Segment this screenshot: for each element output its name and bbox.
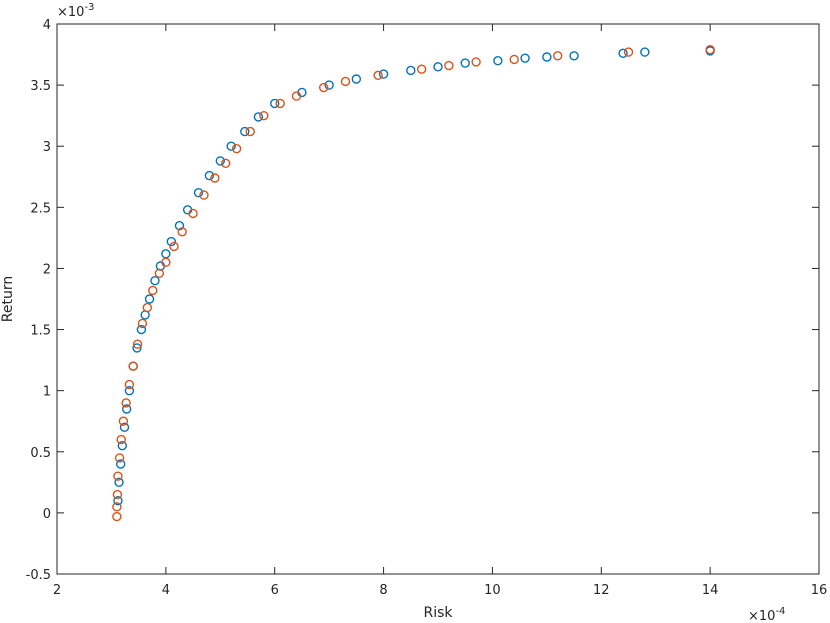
scatter-point [215,156,225,166]
scatter-point [116,434,126,445]
scatter-point [324,80,334,90]
x-tick-label: 14 [702,583,719,598]
scatter-point [161,257,171,268]
scatter-point [275,98,285,109]
scatter-point [118,416,129,426]
scatter-point [340,76,351,87]
scatter-point [373,70,383,81]
y-tick-label: 2 [43,262,51,277]
scatter-point [253,112,264,122]
x-tick-label: 10 [484,583,501,598]
scatter-point [204,170,215,181]
x-tick-label: 16 [811,583,828,598]
scatter-point [351,74,362,84]
scatter-point [166,236,177,247]
scatter-point [259,110,269,121]
scatter-point [705,44,715,55]
multiplier-base: ×10 [57,5,84,20]
scatter-point [112,502,122,512]
scatter-point [115,459,126,469]
scatter-point [114,453,125,463]
scatter-point [124,385,135,396]
scatter-point [121,404,132,414]
scatter-point [113,495,123,506]
scatter-point [319,82,329,93]
scatter-point [270,98,280,109]
y-multiplier: ×10-3 [57,2,94,20]
scatter-point [132,343,142,353]
y-tick-label: 3.5 [30,79,51,94]
scatter-point [433,62,443,72]
x-tick-label: 6 [271,583,279,598]
y-tick-label: 3 [43,140,51,155]
x-multiplier: ×10-4 [748,606,785,623]
y-tick-label: -0.5 [26,568,51,583]
multiplier-exponent: -3 [84,2,94,13]
scatter-point [471,57,481,67]
scatter-point [406,65,416,76]
scatter-point [112,489,123,500]
scatter-point [136,324,147,335]
scatter-point [509,54,519,65]
scatter-point [623,47,634,57]
scatter-point [174,220,185,231]
x-tick-label: 4 [162,583,170,598]
scatter-point [114,477,124,488]
scatter-point [137,318,148,329]
scatter-point [150,275,160,286]
scatter-point [493,55,503,66]
plot-area [56,23,820,575]
scatter-point [226,141,236,151]
scatter-point [640,47,650,57]
multiplier-base: ×10 [748,609,775,623]
scatter-point [460,58,470,68]
x-tick-label: 12 [593,583,610,598]
scatter-point [121,398,131,408]
scatter-point [520,53,530,63]
y-tick-label: 1.5 [30,324,51,339]
y-axis-label: Return [0,276,16,322]
scatter-point [112,511,122,522]
scatter-point [240,126,250,137]
x-axis-label: Risk [423,605,453,621]
scatter-point [416,64,427,74]
scatter-point [542,52,552,62]
y-tick-label: 4 [43,18,51,33]
scatter-point [124,379,135,390]
scatter-point [113,471,123,481]
y-tick-label: 2.5 [30,201,51,216]
y-tick-label: 0 [43,507,51,522]
scatter-point [199,190,209,200]
scatter-point [221,158,231,169]
y-tick-label: 1 [43,385,51,400]
x-tick-label: 2 [53,583,61,598]
scatter-point [245,126,255,137]
scatter-point [154,268,165,279]
x-tick-label: 8 [379,583,387,598]
multiplier-exponent: -4 [775,606,785,617]
scatter-point [291,91,302,101]
scatter-point [188,208,198,219]
scatter-point [378,69,389,79]
scatter-point [132,339,143,349]
scatter-point [148,285,158,296]
scatter-point [193,187,204,198]
scatter-point [231,143,242,154]
scatter-point [210,173,220,183]
scatter-point [444,60,454,71]
scatter-point [119,422,130,433]
y-tick-label: 0.5 [30,446,51,461]
scatter-point [142,302,153,313]
scatter-point [117,440,128,451]
scatter-point [144,294,155,304]
scatter-point [128,361,138,371]
scatter-point [553,51,563,61]
scatter-point [169,241,179,252]
scatter-point [177,227,187,237]
scatter-point [618,48,628,59]
scatter-point [569,51,579,61]
